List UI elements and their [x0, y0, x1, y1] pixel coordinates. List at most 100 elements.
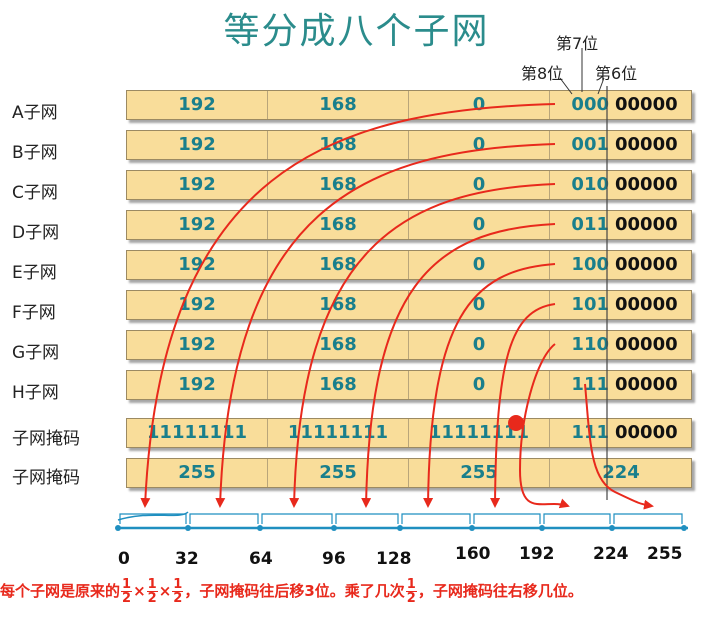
- octet1: 192: [178, 174, 216, 195]
- host-bits: 00000: [615, 94, 678, 115]
- mask-binary-row: 11111111 11111111 11111111 111 00000: [126, 418, 692, 448]
- range-bracket: [335, 513, 399, 524]
- footer-part2: ，子网掩码往后移3位。乘了几次: [184, 582, 405, 600]
- tick-label: 0: [118, 549, 130, 569]
- arrow-a: [140, 103, 556, 508]
- octet1: 192: [178, 294, 216, 315]
- octet2: 168: [267, 91, 408, 119]
- frac-den: 2: [147, 591, 157, 606]
- octet1: 192: [178, 254, 216, 275]
- octet3: 0: [408, 211, 549, 239]
- mask-decimal-label: 子网掩码: [12, 468, 80, 488]
- host-bits: 00000: [615, 254, 678, 275]
- footer-note: 每个子网是原来的 1 2 × 1 2 × 1 2 ，子网掩码往后移3位。乘了几次 1 2 ，子网掩码往右…: [0, 578, 713, 606]
- subnet-label: A子网: [12, 103, 58, 123]
- mask-decimal-octet1: 255: [178, 462, 216, 483]
- bit7-label: 第7位: [556, 34, 599, 53]
- subnet-row: 192 168 0 010 00000: [126, 170, 692, 200]
- arrow-c: [289, 183, 556, 508]
- frac-num: 1: [405, 577, 417, 592]
- tick-dot: [257, 525, 263, 531]
- octet3: 0: [408, 291, 549, 319]
- host-bits: 00000: [615, 174, 678, 195]
- page-title: 等分成八个子网: [223, 11, 490, 52]
- mask-binary-octet2: 11111111: [267, 419, 408, 447]
- mask-binary-rest: 00000: [615, 422, 678, 443]
- range-bracket: [189, 513, 259, 524]
- footer-part3: ，子网掩码往右移几位。: [417, 582, 583, 600]
- times-sign: ×: [133, 582, 146, 600]
- tick-label: 128: [376, 549, 412, 569]
- bit8-label: 第8位: [521, 64, 564, 83]
- tick-dot: [681, 525, 687, 531]
- arrow-d: [361, 223, 556, 508]
- octet2: 168: [267, 131, 408, 159]
- tick-label: 96: [322, 549, 346, 569]
- tick-dot: [115, 525, 121, 531]
- mask-decimal-octet4: 224: [549, 459, 692, 487]
- subnet-row: 192 168 0 100 00000: [126, 250, 692, 280]
- arrow-b: [215, 143, 556, 508]
- subnet-label: H子网: [12, 383, 59, 403]
- footer-part1: 每个子网是原来的: [0, 582, 121, 600]
- tick-dot: [397, 525, 403, 531]
- arrow-e: [423, 263, 556, 508]
- mask-decimal-octet2: 255: [267, 459, 408, 487]
- host-bits: 00000: [615, 214, 678, 235]
- octet2: 168: [267, 331, 408, 359]
- subnet-label: B子网: [12, 143, 58, 163]
- subnet-label: E子网: [12, 263, 57, 283]
- octet2: 168: [267, 211, 408, 239]
- tick-label: 192: [519, 544, 555, 564]
- red-dot-marker: [508, 415, 524, 431]
- tick-label: 224: [593, 544, 629, 564]
- mask-binary-label: 子网掩码: [12, 429, 80, 449]
- tick-dot: [331, 525, 337, 531]
- subnet-label: G子网: [12, 343, 60, 363]
- subnet-label: C子网: [12, 183, 58, 203]
- range-bracket: [401, 513, 471, 524]
- mask-binary-octet1: 11111111: [146, 422, 248, 443]
- octet1: 192: [178, 374, 216, 395]
- octet3: 0: [408, 171, 549, 199]
- host-bits: 00000: [615, 374, 678, 395]
- subnet-bits: 111: [549, 371, 613, 399]
- subnet-label: D子网: [12, 223, 60, 243]
- subnet-bits: 110: [549, 331, 613, 359]
- range-bracket: [613, 513, 683, 524]
- tick-dot: [609, 525, 615, 531]
- arrow-g: [518, 343, 570, 509]
- frac-den: 2: [122, 591, 132, 606]
- tick-label: 64: [249, 549, 273, 569]
- subnet-row: 192 168 0 111 00000: [126, 370, 692, 400]
- octet3: 0: [408, 371, 549, 399]
- host-bits: 00000: [615, 134, 678, 155]
- octet1: 192: [178, 134, 216, 155]
- octet2: 168: [267, 291, 408, 319]
- subnet-row: 192 168 0 110 00000: [126, 330, 692, 360]
- octet2: 168: [267, 371, 408, 399]
- range-bracket: [473, 513, 541, 524]
- times-sign: ×: [158, 582, 172, 600]
- frac-den: 2: [173, 591, 183, 606]
- octet1: 192: [178, 94, 216, 115]
- host-bits: 00000: [615, 334, 678, 355]
- tick-label: 160: [455, 544, 491, 564]
- tick-dot: [185, 525, 191, 531]
- tick-label: 32: [175, 549, 199, 569]
- frac-num: 1: [146, 577, 158, 592]
- arrow-h: [584, 383, 654, 510]
- tick-dot: [469, 525, 475, 531]
- octet3: 0: [408, 331, 549, 359]
- range-bracket: [119, 513, 187, 524]
- bit-pointer-lines: [559, 48, 605, 95]
- subnet-row: 192 168 0 001 00000: [126, 130, 692, 160]
- frac-num: 1: [121, 577, 133, 592]
- octet3: 0: [408, 251, 549, 279]
- bit6-label: 第6位: [595, 64, 638, 83]
- mask-decimal-octet3: 255: [408, 459, 549, 487]
